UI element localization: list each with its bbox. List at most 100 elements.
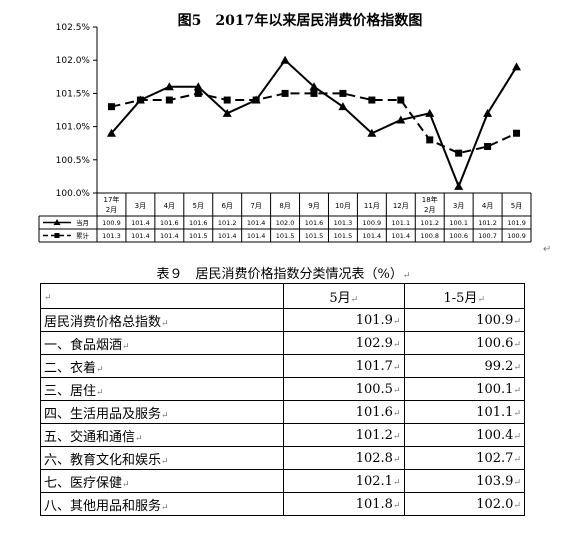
data-point-marker (309, 82, 319, 91)
data-point-marker (222, 108, 232, 117)
cell-mark: ↵ (96, 387, 104, 398)
cell-mark: ↵ (392, 500, 401, 511)
data-value-label: 101.4 (131, 232, 150, 240)
data-point-marker (106, 128, 116, 137)
data-value-label: 101.4 (247, 219, 266, 227)
category-name-text: 七、医疗保健 (44, 475, 123, 491)
data-value-label: 101.6 (160, 219, 179, 227)
x-category-label: 3月 (453, 202, 464, 210)
data-value-label: 101.3 (102, 232, 121, 240)
category-name-text: 一、食品烟酒 (44, 337, 123, 353)
x-category-label: 5月 (511, 202, 522, 210)
data-point-marker (165, 96, 173, 104)
data-point-marker (454, 181, 464, 190)
may-value-text: 101.2 (355, 427, 393, 443)
data-point-marker (107, 103, 115, 111)
data-point-marker (338, 102, 348, 111)
x-category-label: 4月 (164, 202, 175, 210)
may-value: 100.5↵ (283, 377, 405, 401)
cell-mark: ↵ (135, 433, 143, 444)
ytd-value: 99.2↵ (403, 354, 525, 378)
data-value-label: 100.9 (102, 219, 121, 227)
category-name: 三、居住↵ (39, 377, 285, 401)
cell-mark: ↵ (513, 477, 521, 488)
cell-mark: ↵ (350, 294, 359, 305)
data-point-marker (223, 96, 231, 104)
data-point-marker (252, 96, 260, 104)
ytd-value: 102.7↵ (403, 446, 525, 470)
category-name-text: 八、其他用品和服务 (44, 498, 162, 514)
table-row: 七、医疗保健↵ 102.1↵ 103.9↵ (39, 469, 525, 493)
chart-title: 图5 2017年以来居民消费价格指数图 (178, 12, 423, 29)
data-point-marker (425, 108, 435, 117)
may-value-text: 102.1 (355, 473, 393, 489)
data-point-marker (396, 115, 406, 124)
ytd-value: 102.0↵ (403, 492, 525, 516)
data-value-label: 100.9 (363, 219, 382, 227)
may-value-text: 101.9 (355, 312, 393, 328)
x-category-label: 17年 (104, 195, 120, 204)
cell-mark: ↵ (392, 454, 401, 465)
x-category-label: 8月 (279, 202, 290, 210)
ytd-value: 100.1↵ (403, 377, 525, 401)
category-name: 五、交通和通信↵ (39, 423, 285, 447)
legend-marker (54, 233, 60, 238)
ytd-value-text: 102.0 (476, 496, 514, 512)
category-name: 四、生活用品及服务↵ (39, 400, 285, 424)
may-value: 101.9↵ (283, 308, 405, 332)
header-ytd: 1-5月↵ (403, 283, 525, 309)
data-point-marker (194, 89, 202, 97)
ytd-value: 101.1↵ (403, 400, 525, 424)
x-category-label: 2月 (424, 206, 435, 214)
header-may-text: 5月 (329, 290, 351, 306)
data-value-label: 101.2 (420, 219, 439, 227)
category-name: 二、衣着↵ (39, 354, 285, 378)
data-value-label: 101.2 (218, 219, 237, 227)
data-value-label: 100.6 (449, 232, 468, 240)
data-value-label: 101.5 (189, 232, 208, 240)
table-row: 三、居住↵ 100.5↵ 100.1↵ (39, 377, 525, 401)
category-name: 居民消费价格总指数↵ (39, 308, 285, 332)
table-row: 五、交通和通信↵ 101.2↵ 100.4↵ (39, 423, 525, 447)
data-value-label: 101.4 (160, 232, 179, 240)
data-value-label: 101.4 (391, 232, 410, 240)
cell-mark: ↵ (513, 316, 521, 327)
legend-label: 当月 (76, 218, 89, 227)
x-category-label: 11月 (364, 202, 380, 210)
series-line-1 (110, 58, 518, 190)
y-tick-label: 100.5% (56, 156, 91, 166)
ytd-value-text: 100.6 (476, 335, 514, 351)
cell-mark: ↵ (392, 385, 401, 396)
cell-mark: ↵ (513, 431, 521, 442)
may-value-text: 102.8 (355, 450, 393, 466)
ytd-value-text: 100.4 (476, 427, 514, 443)
cell-mark: ↵ (161, 502, 169, 513)
table-row: 六、教育文化和娱乐↵ 102.8↵ 102.7↵ (39, 446, 525, 470)
data-value-label: 101.4 (218, 232, 237, 240)
y-tick-label: 102.5% (56, 23, 91, 33)
ytd-value-text: 99.2 (484, 358, 514, 374)
may-value: 101.7↵ (283, 354, 405, 378)
data-point-marker (397, 96, 405, 104)
table-row: 二、衣着↵ 101.7↵ 99.2↵ (39, 354, 525, 378)
data-value-label: 101.4 (131, 219, 150, 227)
cell-mark: ↵ (392, 362, 401, 373)
cell-mark: ↵ (513, 500, 521, 511)
ytd-value-text: 101.1 (476, 404, 514, 420)
x-category-label: 18年 (422, 195, 438, 204)
cell-mark: ↵ (392, 316, 401, 327)
cell-mark: ↵ (392, 477, 401, 488)
cell-mark: ↵ (392, 431, 401, 442)
category-name-text: 五、交通和通信 (44, 429, 136, 445)
category-name-text: 二、衣着 (44, 360, 97, 376)
header-category: ↵ (39, 283, 285, 309)
may-value: 102.9↵ (283, 331, 405, 355)
data-value-label: 101.5 (305, 232, 324, 240)
y-tick-label: 101.5% (56, 89, 91, 99)
cell-mark: ↵ (392, 339, 401, 350)
table-row: 一、食品烟酒↵ 102.9↵ 100.6 ↵ (39, 331, 525, 355)
data-point-marker (483, 108, 493, 117)
data-value-label: 100.7 (478, 232, 497, 240)
category-name: 一、食品烟酒↵ (39, 331, 285, 355)
data-point-marker (136, 96, 144, 104)
